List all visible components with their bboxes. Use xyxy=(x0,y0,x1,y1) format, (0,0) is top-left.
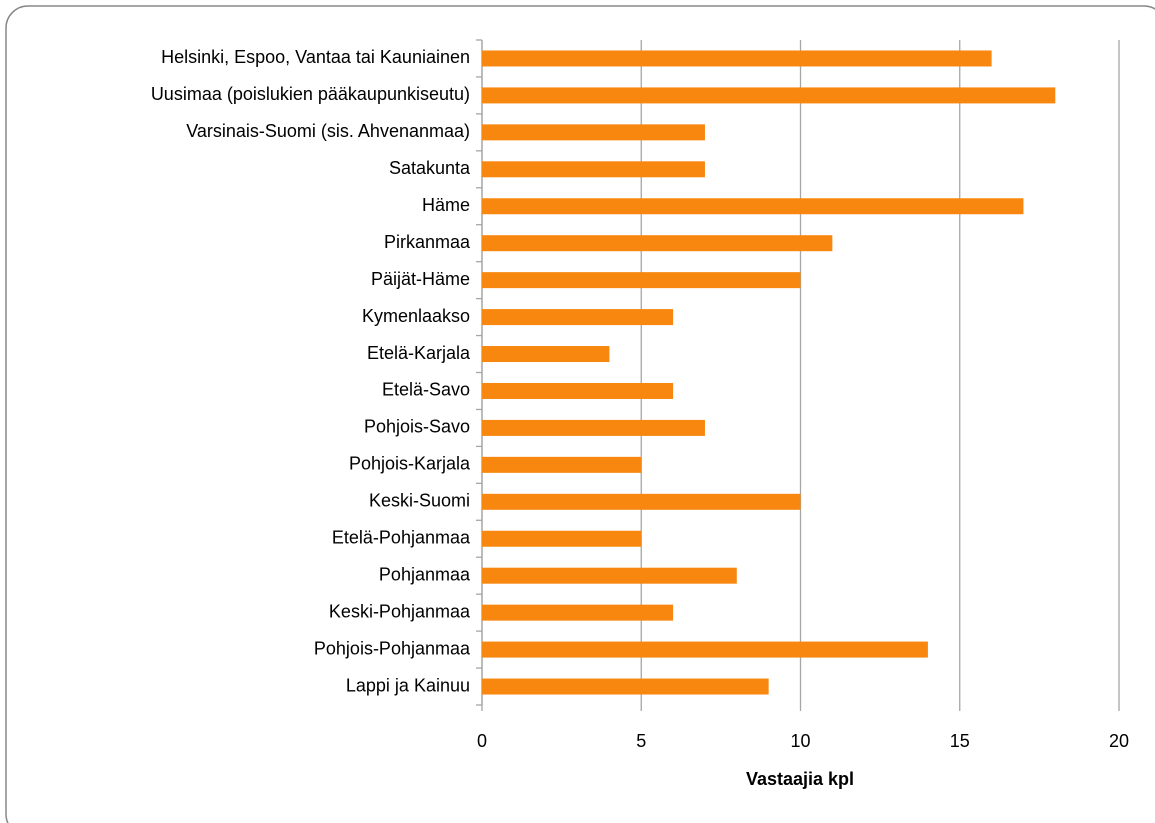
y-tick-label: Pohjois-Pohjanmaa xyxy=(314,638,471,658)
x-tick-label: 20 xyxy=(1109,731,1129,751)
y-tick-label: Helsinki, Espoo, Vantaa tai Kauniainen xyxy=(161,47,470,67)
bar xyxy=(482,604,674,621)
y-tick-label: Kymenlaakso xyxy=(362,306,470,326)
bar xyxy=(482,346,610,363)
bar xyxy=(482,87,1056,104)
y-tick-label: Etelä-Karjala xyxy=(367,343,471,363)
bar xyxy=(482,641,928,658)
bar xyxy=(482,272,801,289)
x-tick-label: 5 xyxy=(636,731,646,751)
x-tick-label: 10 xyxy=(790,731,810,751)
bar xyxy=(482,567,737,584)
bar xyxy=(482,235,833,252)
bar xyxy=(482,678,769,695)
bar xyxy=(482,161,705,178)
bar xyxy=(482,124,705,141)
y-tick-label: Pohjois-Karjala xyxy=(349,454,471,474)
y-tick-label: Häme xyxy=(422,195,470,215)
bar xyxy=(482,50,992,67)
x-axis-label: Vastaajia kpl xyxy=(746,769,854,789)
y-tick-label: Pohjanmaa xyxy=(379,564,471,584)
bar xyxy=(482,309,674,326)
y-tick-label: Päijät-Häme xyxy=(371,269,470,289)
y-tick-label: Keski-Pohjanmaa xyxy=(329,601,471,621)
bar xyxy=(482,493,801,510)
y-tick-label: Etelä-Savo xyxy=(382,380,470,400)
x-tick-label: 15 xyxy=(950,731,970,751)
x-tick-label: 0 xyxy=(477,731,487,751)
bar xyxy=(482,530,642,547)
y-tick-label: Varsinais-Suomi (sis. Ahvenanmaa) xyxy=(186,121,470,141)
y-tick-label: Uusimaa (poislukien pääkaupunkiseutu) xyxy=(151,84,470,104)
bar xyxy=(482,382,674,399)
y-tick-label: Pohjois-Savo xyxy=(364,417,470,437)
y-tick-label: Satakunta xyxy=(389,158,471,178)
y-tick-label: Pirkanmaa xyxy=(384,232,471,252)
bar xyxy=(482,419,705,436)
y-tick-label: Lappi ja Kainuu xyxy=(346,675,470,695)
bar xyxy=(482,198,1024,215)
y-tick-label: Etelä-Pohjanmaa xyxy=(332,528,471,548)
y-tick-label: Keski-Suomi xyxy=(369,491,470,511)
bar xyxy=(482,456,642,473)
